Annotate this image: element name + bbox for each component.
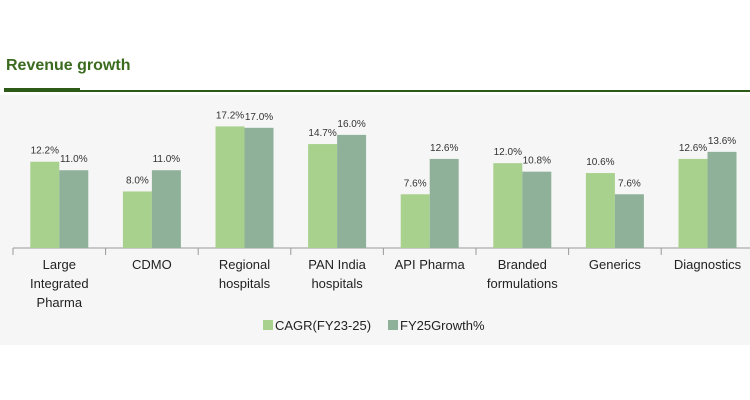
bar-2-3: [244, 127, 274, 248]
category-label: API Pharma: [395, 257, 466, 272]
bar-1-7: [585, 173, 615, 248]
data-label: 8.0%: [126, 175, 149, 186]
data-label: 12.2%: [31, 146, 59, 157]
category-label: Diagnostics: [674, 257, 742, 272]
bar-2-8: [707, 151, 737, 248]
legend-swatch-1: [263, 320, 273, 330]
data-label: 14.7%: [308, 128, 336, 139]
bar-2-7: [614, 194, 644, 248]
bar-2-5: [429, 158, 459, 248]
bar-1-5: [400, 194, 430, 248]
legend-swatch-2: [388, 320, 398, 330]
category-label: Generics: [589, 257, 642, 272]
category-label: Regional hospitals: [219, 257, 271, 291]
data-label: 13.6%: [708, 136, 736, 147]
data-label: 7.6%: [404, 178, 427, 189]
legend-label-2: FY25Growth%: [400, 318, 485, 333]
data-label: 12.0%: [494, 147, 522, 158]
category-label: PAN India hospitals: [308, 257, 366, 291]
chart-title: Revenue growth: [6, 57, 131, 74]
bar-2-1: [59, 170, 89, 248]
bar-2-6: [522, 171, 552, 248]
data-label: 17.2%: [216, 110, 244, 121]
data-label: 17.0%: [245, 112, 273, 123]
data-label: 10.6%: [586, 157, 614, 168]
title-accent-bar: [4, 88, 80, 92]
bar-1-8: [678, 158, 708, 248]
bar-2-4: [337, 134, 367, 248]
bar-1-3: [215, 126, 245, 248]
bar-1-1: [30, 161, 60, 248]
category-label: Branded formulations: [487, 257, 558, 291]
title-divider: [4, 90, 750, 92]
category-label: Large Integrated Pharma: [30, 257, 89, 310]
bar-1-4: [308, 144, 338, 248]
category-label: CDMO: [132, 257, 172, 272]
data-label: 10.8%: [523, 156, 551, 167]
data-label: 11.0%: [60, 154, 88, 165]
data-label: 11.0%: [153, 154, 181, 165]
data-label: 12.6%: [679, 143, 707, 154]
data-label: 12.6%: [430, 143, 458, 154]
bar-1-6: [493, 163, 523, 248]
legend-label-1: CAGR(FY23-25): [275, 318, 371, 333]
bar-1-2: [122, 191, 152, 248]
bar-2-2: [151, 170, 181, 248]
data-label: 16.0%: [337, 119, 365, 130]
data-label: 7.6%: [618, 178, 641, 189]
